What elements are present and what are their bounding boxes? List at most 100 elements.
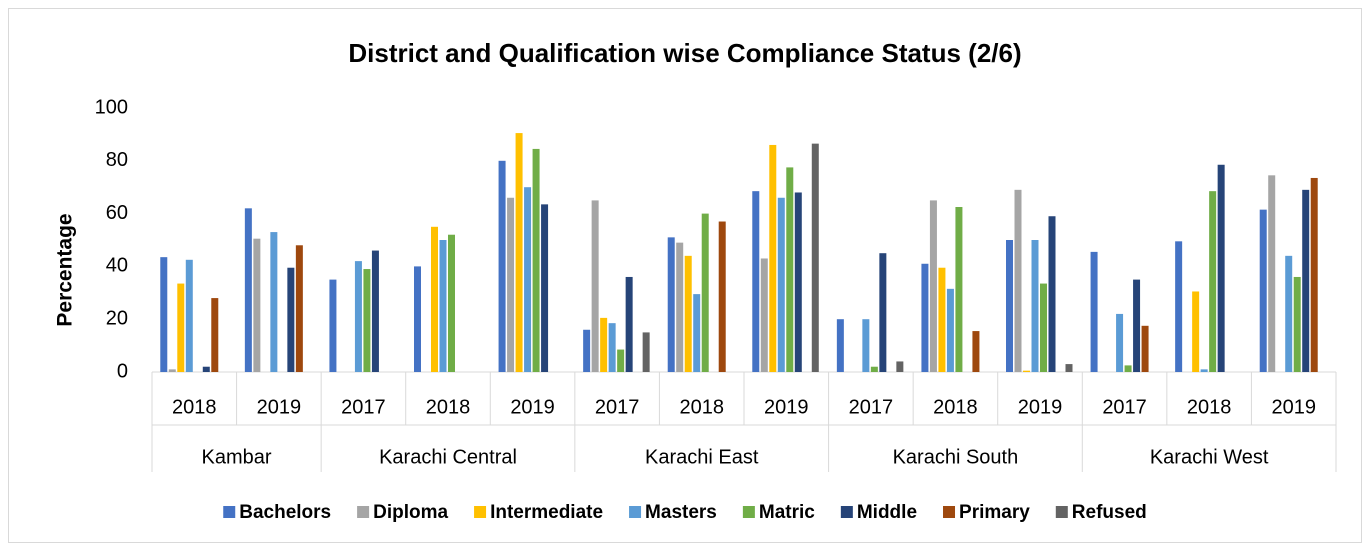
bar bbox=[287, 267, 295, 372]
bar bbox=[1090, 251, 1098, 372]
bar bbox=[667, 237, 675, 372]
y-tick-label: 20 bbox=[106, 307, 128, 329]
legend-swatch bbox=[1055, 506, 1068, 518]
bar bbox=[1302, 189, 1310, 372]
bar bbox=[760, 258, 768, 372]
bar bbox=[1014, 189, 1022, 372]
bar bbox=[1209, 191, 1217, 372]
x-tick-label: 2018 bbox=[172, 396, 217, 418]
bar bbox=[524, 187, 532, 372]
bar bbox=[600, 317, 608, 372]
bar bbox=[921, 263, 929, 372]
bar bbox=[414, 266, 421, 372]
x-tick-label: 2018 bbox=[679, 396, 724, 418]
bar bbox=[431, 226, 438, 372]
legend-swatch bbox=[357, 506, 370, 518]
legend-label: Primary bbox=[959, 502, 1030, 523]
bar bbox=[786, 167, 794, 372]
bar bbox=[879, 253, 887, 372]
bar bbox=[642, 332, 650, 372]
bar bbox=[448, 234, 455, 372]
bar bbox=[701, 213, 709, 372]
bar bbox=[591, 200, 599, 372]
bar bbox=[946, 288, 954, 372]
bar bbox=[244, 208, 252, 372]
bar bbox=[1133, 279, 1141, 372]
bar bbox=[1065, 364, 1073, 372]
bar bbox=[1006, 240, 1013, 372]
bar bbox=[752, 191, 760, 372]
bar bbox=[617, 349, 625, 372]
bar bbox=[1175, 241, 1183, 372]
legend-label: Refused bbox=[1072, 502, 1147, 523]
x-tick-label: 2018 bbox=[426, 396, 471, 418]
group-label: Kambar bbox=[202, 446, 272, 468]
x-tick-label: 2019 bbox=[510, 396, 555, 418]
bar bbox=[160, 257, 168, 372]
bar bbox=[1310, 177, 1318, 372]
bar bbox=[625, 276, 633, 372]
bar bbox=[718, 221, 726, 372]
bar bbox=[507, 197, 515, 372]
y-tick-label: 60 bbox=[106, 202, 128, 224]
bar bbox=[515, 133, 523, 372]
bar bbox=[811, 143, 819, 372]
bar bbox=[862, 319, 870, 372]
y-axis-label: Percentage bbox=[54, 213, 77, 326]
bar bbox=[1116, 313, 1124, 372]
bar bbox=[1285, 255, 1293, 372]
legend-label: Bachelors bbox=[239, 502, 331, 523]
bar bbox=[1217, 164, 1225, 372]
bar bbox=[498, 160, 506, 372]
bar bbox=[938, 267, 946, 372]
x-tick-label: 2017 bbox=[595, 396, 640, 418]
x-tick-label: 2018 bbox=[1187, 396, 1232, 418]
legend-swatch bbox=[474, 506, 487, 518]
bar bbox=[371, 250, 379, 372]
bar bbox=[1268, 175, 1276, 372]
chart-title: District and Qualification wise Complian… bbox=[348, 38, 1021, 68]
group-label: Karachi East bbox=[645, 446, 759, 468]
bar bbox=[211, 298, 219, 372]
bar bbox=[676, 242, 684, 372]
x-tick-label: 2019 bbox=[257, 396, 302, 418]
bar bbox=[693, 294, 701, 372]
bar bbox=[955, 207, 963, 372]
bar bbox=[295, 245, 303, 372]
y-tick-label: 40 bbox=[106, 255, 128, 277]
legend-swatch bbox=[629, 506, 642, 518]
legend-swatch bbox=[742, 506, 755, 518]
legend-label: Middle bbox=[857, 502, 917, 523]
y-tick-label: 0 bbox=[117, 360, 128, 382]
bar bbox=[541, 204, 549, 372]
legend-label: Matric bbox=[759, 502, 815, 523]
bar bbox=[777, 197, 785, 372]
bar bbox=[329, 279, 337, 372]
bar bbox=[1023, 370, 1030, 372]
x-tick-label: 2017 bbox=[849, 396, 894, 418]
y-tick-label: 80 bbox=[106, 149, 128, 171]
bar bbox=[929, 200, 937, 372]
legend-swatch bbox=[943, 506, 956, 518]
x-tick-label: 2019 bbox=[1271, 396, 1316, 418]
bar bbox=[439, 240, 447, 372]
bar bbox=[532, 148, 540, 372]
legend-swatch bbox=[840, 506, 853, 518]
bar bbox=[1192, 291, 1200, 372]
bar bbox=[168, 369, 176, 372]
bar bbox=[1259, 209, 1267, 372]
bar bbox=[354, 261, 362, 372]
bar bbox=[769, 144, 777, 372]
bar bbox=[270, 232, 278, 372]
bar bbox=[202, 366, 210, 372]
group-label: Karachi Central bbox=[379, 446, 517, 468]
group-label: Karachi South bbox=[893, 446, 1019, 468]
bar bbox=[583, 329, 591, 372]
bar bbox=[1293, 276, 1301, 372]
group-label: Karachi West bbox=[1150, 446, 1269, 468]
legend-label: Diploma bbox=[373, 502, 448, 523]
x-tick-label: 2017 bbox=[1102, 396, 1147, 418]
bar bbox=[1200, 369, 1208, 372]
bar bbox=[1141, 325, 1149, 372]
bar bbox=[896, 361, 904, 372]
